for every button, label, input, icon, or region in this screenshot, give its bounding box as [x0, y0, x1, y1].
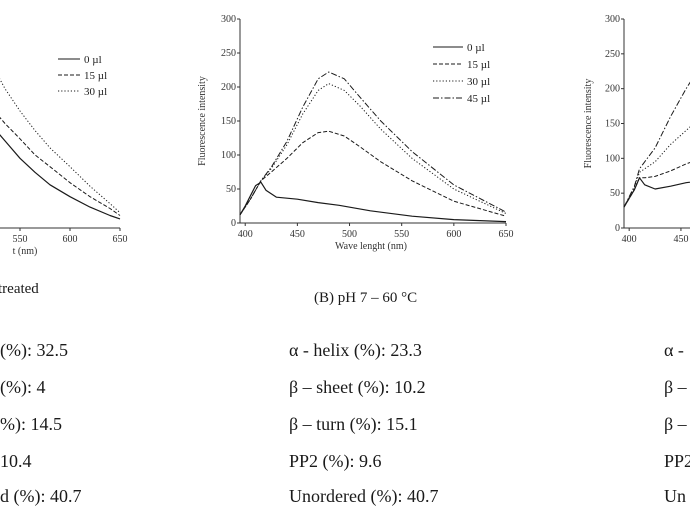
series-line-15µl — [0, 116, 121, 216]
stat-right-pp2: PP2 — [664, 451, 690, 471]
stat-left-sheet: (%): 4 — [0, 377, 46, 397]
series-line-30µl — [0, 78, 121, 214]
x-tick-label: 400 — [238, 229, 253, 240]
stat-middle-unordered: Unordered (%): 40.7 — [289, 486, 439, 506]
y-tick-label: 150 — [221, 116, 236, 127]
y-tick-label: 100 — [605, 153, 620, 164]
stat-middle-pp2: PP2 (%): 9.6 — [289, 451, 382, 471]
series-line-1 — [623, 161, 690, 208]
x-tick-label: 550 — [13, 234, 28, 245]
stat-right-turn: β – — [664, 414, 687, 434]
stat-middle-turn: β – turn (%): 15.1 — [289, 414, 418, 434]
stat-left-pp2: 10.4 — [0, 451, 32, 471]
y-tick-label: 250 — [221, 48, 236, 59]
legend-label: 15 µl — [84, 70, 107, 82]
y-tick-label: 100 — [221, 150, 236, 161]
x-tick-label: 450 — [673, 234, 688, 245]
chart-panel-right: 0 50 100 150 200 250 300 400 450 Fluorescence int… — [583, 14, 690, 245]
y-tick-label: 300 — [605, 14, 620, 25]
caption-left: treated — [0, 281, 39, 297]
stat-left-helix: (%): 32.5 — [0, 340, 68, 360]
y-tick-label: 300 — [221, 14, 236, 25]
y-axis-title-middle: Fluorescence intensity — [197, 76, 208, 166]
y-tick-label: 0 — [231, 218, 236, 229]
legend-label: 45 µl — [467, 93, 490, 105]
y-tick-label: 150 — [605, 119, 620, 130]
x-tick-label: 650 — [499, 229, 514, 240]
x-tick-label: 650 — [113, 234, 128, 245]
x-tick-label: 450 — [290, 229, 305, 240]
chart-panel-left: 550 600 650 t (nm) 0 µl 15 µl 30 µl — [0, 54, 128, 257]
series-line-0 — [623, 177, 690, 208]
stat-middle-helix: α - helix (%): 23.3 — [289, 340, 422, 360]
stat-left-unordered: d (%): 40.7 — [0, 486, 82, 506]
x-axis-title-middle: Wave lenght (nm) — [335, 241, 407, 252]
stat-middle-sheet: β – sheet (%): 10.2 — [289, 377, 426, 397]
stat-left-turn: %): 14.5 — [0, 414, 62, 434]
series-line-0µl — [0, 134, 121, 220]
series-line-15µl — [239, 130, 507, 217]
y-tick-label: 0 — [615, 223, 620, 234]
legend-label: 30 µl — [84, 86, 107, 98]
legend-label: 30 µl — [467, 76, 490, 88]
x-tick-label: 500 — [342, 229, 357, 240]
x-tick-label: 600 — [63, 234, 78, 245]
legend-label: 15 µl — [467, 59, 490, 71]
y-tick-label: 50 — [610, 188, 620, 199]
y-axis-title-right: Fluorescence intensity — [583, 79, 594, 169]
caption-middle: (B) pH 7 – 60 °C — [314, 290, 418, 306]
stat-right-unordered: Un — [664, 486, 686, 506]
y-tick-label: 200 — [605, 84, 620, 95]
legend-label: 0 µl — [467, 42, 485, 54]
stat-right-helix: α - — [664, 340, 684, 360]
x-tick-label: 550 — [394, 229, 409, 240]
x-axis-title-left: t (nm) — [13, 246, 38, 257]
x-tick-label: 400 — [622, 234, 637, 245]
chart-panel-middle: 0 50 100 150 200 250 300 400 450 500 550 600 650 Wave… — [197, 14, 514, 252]
series-line-2 — [623, 126, 690, 208]
legend-label: 0 µl — [84, 54, 102, 66]
y-tick-label: 200 — [221, 82, 236, 93]
stat-right-sheet: β – — [664, 377, 687, 397]
y-tick-label: 250 — [605, 49, 620, 60]
x-tick-label: 600 — [446, 229, 461, 240]
y-tick-label: 50 — [226, 184, 236, 195]
series-line-45µl — [239, 71, 507, 216]
series-line-0µl — [239, 181, 507, 223]
